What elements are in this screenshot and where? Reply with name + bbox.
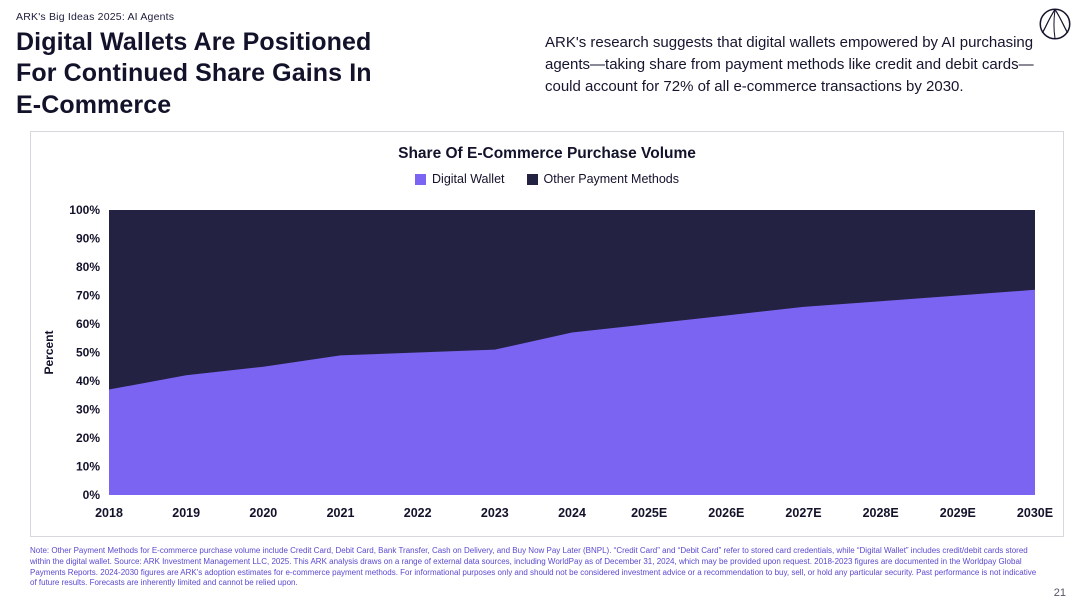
svg-text:2029E: 2029E (940, 506, 976, 520)
other-payment-methods-swatch-icon (526, 173, 538, 185)
svg-text:40%: 40% (76, 374, 100, 388)
svg-text:20%: 20% (76, 431, 100, 445)
svg-text:0%: 0% (83, 488, 101, 502)
svg-text:30%: 30% (76, 403, 100, 417)
summary-text: ARK's research suggests that digital wal… (545, 34, 1034, 96)
chart-title: Share Of E-Commerce Purchase Volume (398, 145, 696, 162)
svg-text:50%: 50% (76, 346, 100, 360)
svg-text:2019: 2019 (172, 506, 200, 520)
svg-text:2022: 2022 (404, 506, 432, 520)
svg-text:100%: 100% (69, 203, 100, 217)
page-title-line-2: For Continued Share Gains In (16, 59, 372, 88)
svg-text:2025E: 2025E (631, 506, 667, 520)
svg-text:2023: 2023 (481, 506, 509, 520)
chart-legend: Digital Wallet Other Payment Methods (31, 172, 1063, 186)
footnote-text: Note: Other Payment Methods for E-commer… (30, 546, 1037, 588)
svg-text:2030E: 2030E (1017, 506, 1053, 520)
svg-text:80%: 80% (76, 260, 100, 274)
ark-logo-icon (1038, 7, 1072, 41)
svg-text:2027E: 2027E (785, 506, 821, 520)
chart-card: Share Of E-Commerce Purchase Volume Digi… (30, 131, 1064, 537)
svg-text:60%: 60% (76, 317, 100, 331)
eyebrow-text: ARK's Big Ideas 2025: AI Agents (16, 11, 175, 23)
legend-label: Digital Wallet (432, 172, 505, 186)
legend-label: Other Payment Methods (543, 172, 679, 186)
stacked-area-chart: 0% 10% 20% 30% 40% 50% 60% 70% 80% 90% 100% 2018 201… (42, 203, 1053, 520)
svg-text:2026E: 2026E (708, 506, 744, 520)
legend-item-other-payment-methods: Other Payment Methods (526, 172, 679, 186)
page-title: Digital Wallets Are Positioned For Conti… (16, 27, 372, 121)
legend-item-digital-wallet: Digital Wallet (415, 172, 505, 186)
svg-text:2024: 2024 (558, 506, 586, 520)
digital-wallet-swatch-icon (415, 173, 427, 185)
svg-text:70%: 70% (76, 289, 100, 303)
svg-text:Percent: Percent (42, 330, 56, 374)
svg-text:90%: 90% (76, 232, 100, 246)
page-title-line-1: Digital Wallets Are Positioned (16, 28, 372, 56)
svg-text:2021: 2021 (327, 506, 355, 520)
svg-text:2028E: 2028E (863, 506, 899, 520)
page-title-line-3: E-Commerce (16, 90, 172, 119)
svg-text:2020: 2020 (249, 506, 277, 520)
page-number: 21 (1053, 587, 1066, 599)
svg-text:2018: 2018 (95, 506, 123, 520)
svg-text:10%: 10% (76, 460, 100, 474)
